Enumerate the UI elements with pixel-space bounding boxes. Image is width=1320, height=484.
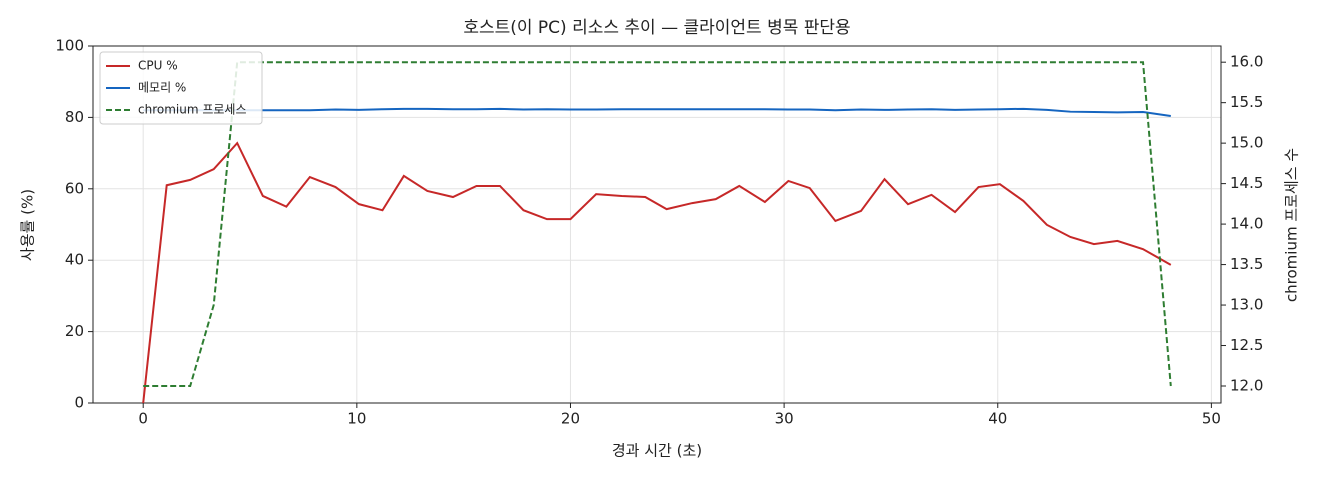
- y2-tick-label: 13.0: [1230, 296, 1263, 314]
- x-tick-label: 10: [347, 410, 366, 428]
- y-tick-label: 20: [65, 322, 84, 340]
- legend-label: CPU %: [138, 59, 178, 73]
- y2-tick-label: 16.0: [1230, 53, 1263, 71]
- series-line: [143, 61, 1172, 387]
- y2-tick-label: 15.5: [1230, 93, 1263, 111]
- y2-tick-label: 15.0: [1230, 134, 1263, 152]
- x-tick-label: 50: [1202, 410, 1221, 428]
- y2-tick-label: 13.5: [1230, 255, 1263, 273]
- y-tick-label: 100: [55, 37, 84, 55]
- y-tick-label: 80: [65, 108, 84, 126]
- legend-box: [99, 51, 263, 125]
- y-tick-label: 0: [74, 394, 84, 412]
- x-tick-label: 0: [138, 410, 148, 428]
- legend-label: chromium 프로세스: [138, 103, 247, 117]
- y2-tick-label: 12.0: [1230, 377, 1263, 395]
- series-line: [142, 141, 1172, 404]
- y-tick-label: 60: [65, 179, 84, 197]
- y-tick-label: 40: [65, 251, 84, 269]
- y-axis-label: 사용률 (%): [19, 189, 37, 261]
- y2-tick-label: 12.5: [1230, 336, 1263, 354]
- chart-title: 호스트(이 PC) 리소스 추이 — 클라이언트 병목 판단용: [463, 18, 850, 38]
- x-tick-label: 30: [775, 410, 794, 428]
- y2-axis-label: chromium 프로세스 수: [1283, 148, 1301, 302]
- series-line: [143, 107, 1171, 117]
- x-axis-label: 경과 시간 (초): [612, 442, 702, 460]
- y2-tick-label: 14.0: [1230, 215, 1263, 233]
- plot-frame: [92, 45, 1222, 404]
- x-tick-label: 20: [561, 410, 580, 428]
- legend-label: 메모리 %: [138, 81, 186, 95]
- y2-tick-label: 14.5: [1230, 174, 1263, 192]
- x-tick-label: 40: [988, 410, 1007, 428]
